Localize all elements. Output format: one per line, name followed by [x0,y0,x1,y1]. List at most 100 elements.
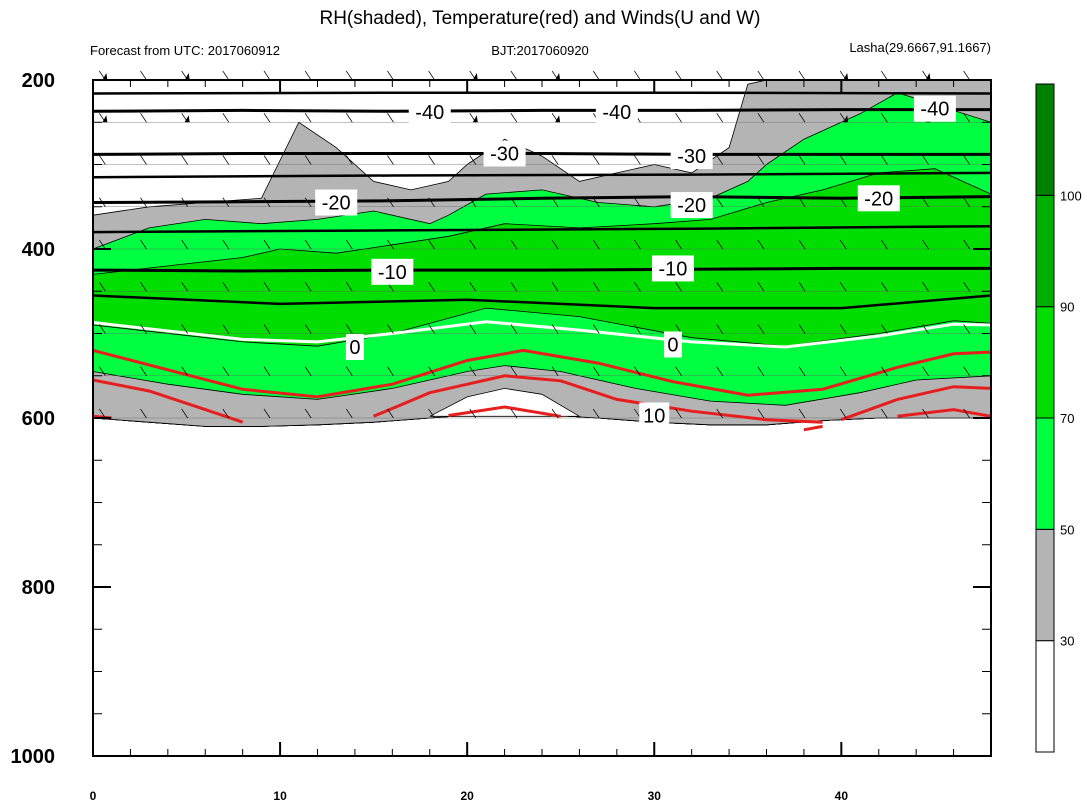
contour-label: -10 [378,262,407,284]
wind-barb [99,408,106,419]
contour-label-box [670,192,713,219]
wind-barb [922,197,929,207]
wind-barb [716,282,724,292]
y-tick-label: 800 [22,577,55,599]
wind-barb [304,113,312,123]
y-tick-label: 200 [22,70,55,92]
contour-label-box [345,334,364,361]
chart-title: RH(shaded), Temperature(red) and Winds(U… [319,8,760,29]
wind-barb [387,408,394,419]
wind-barb [675,113,682,123]
wind-barb [634,282,641,292]
contour-label-box [651,255,694,282]
wind-barb [551,408,559,419]
wind-barb [510,282,518,292]
wind-barb [181,324,188,334]
wind-barb [181,282,188,292]
wind-barb [222,324,230,334]
wind-barb [181,197,188,207]
wind-barb [881,282,888,292]
x-tick-label: 40 [835,789,849,803]
chart-wind-barb-layer [99,70,970,419]
wind-pennant [184,115,190,123]
temperature-contour [92,108,991,113]
wind-barb [346,282,353,292]
wind-barb [222,70,230,81]
wind-barb [757,113,765,123]
wind-barb [963,155,970,165]
wind-barb [963,408,970,419]
wind-barb [716,197,724,207]
wind-barb [346,408,353,419]
wind-barb [963,239,970,250]
wind-barb [634,239,641,250]
wind-barb [881,408,888,419]
wind-barb [304,282,312,292]
contour-label-box [371,258,414,285]
wind-barb [757,408,765,419]
wind-barb [839,239,847,250]
wind-barb [551,366,559,376]
wind-barb [592,408,600,419]
wind-barb [922,408,929,419]
x-tick-label: 20 [460,789,474,803]
temperature-contour [92,152,991,156]
wind-barb [140,366,147,376]
temperature-isotherm-red [840,385,992,422]
wind-barb [346,155,353,165]
wind-barb [510,70,518,81]
wind-barb [222,155,230,165]
wind-barb [716,70,724,81]
wind-barb [592,366,600,376]
wind-barb [263,239,271,250]
wind-barb [922,366,929,376]
wind-barb [963,282,970,292]
wind-barb [304,155,312,165]
wind-pennant [843,115,849,123]
contour-label: -20 [864,188,893,210]
wind-barb [716,155,724,165]
wind-barb [140,408,147,419]
wind-pennant [472,73,478,80]
wind-barb [263,408,271,419]
wind-barb [592,70,600,81]
wind-barb [304,324,312,334]
wind-barb [551,197,559,207]
wind-barb [304,70,312,81]
wind-barb [551,324,559,334]
wind-barb [387,324,394,334]
temperature-contour [92,266,991,273]
wind-barb [387,113,394,123]
wind-barb [963,366,970,376]
wind-barb [469,324,477,334]
wind-barb [798,239,806,250]
wind-barb [469,239,477,250]
wind-barb [839,324,847,334]
wind-barb [592,282,600,292]
wind-barb [798,282,806,292]
wind-barb [757,70,765,81]
wind-barb [181,239,188,250]
wind-barb [798,197,806,207]
wind-barb [510,113,518,123]
x-tick-label: 10 [273,789,287,803]
wind-barb [551,282,559,292]
wind-barb [304,239,312,250]
colorbar-swatch [1035,306,1055,419]
wind-barb [387,197,394,207]
wind-barb [263,366,271,376]
wind-barb [140,324,147,334]
wind-barb [428,282,435,292]
wind-barb [99,197,106,207]
contour-label: -20 [322,193,351,215]
colorbar-swatch [1035,417,1055,530]
wind-barb [181,155,188,165]
wind-barb [222,197,230,207]
wind-barb [181,366,188,376]
wind-barb [881,239,888,250]
y-tick-label: 400 [22,239,55,261]
x-tick-label: 30 [648,789,662,803]
wind-pennant [102,73,108,80]
